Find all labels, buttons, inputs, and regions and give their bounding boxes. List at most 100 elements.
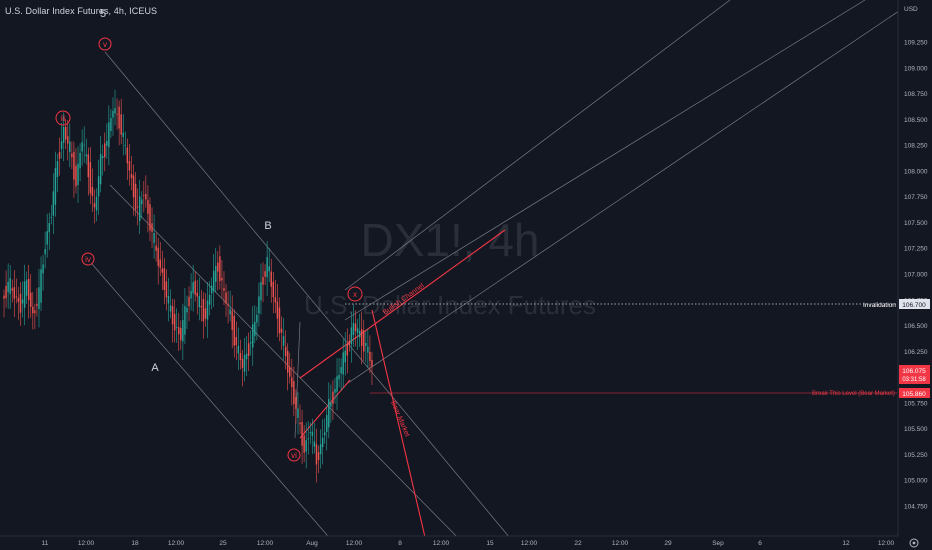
- candle-body: [346, 343, 349, 356]
- candle-body: [186, 307, 188, 313]
- time-tick-label: 12:00: [612, 540, 629, 547]
- candle-body: [328, 399, 330, 428]
- candle-body: [116, 113, 118, 115]
- candle-body: [25, 279, 28, 296]
- candle-body: [21, 299, 24, 304]
- wave-label-x: x: [353, 290, 357, 299]
- bear-market-line[interactable]: [371, 309, 429, 550]
- candle-body: [208, 294, 211, 305]
- candle-body: [280, 328, 283, 333]
- candle-body: [23, 281, 26, 308]
- candle-body: [77, 163, 79, 186]
- candle-body: [104, 143, 106, 158]
- candle-body: [46, 231, 48, 245]
- candle-body: [44, 249, 46, 255]
- candle-body: [258, 296, 260, 314]
- candle-body: [7, 281, 9, 292]
- candle-body: [223, 288, 225, 291]
- current-price-countdown: 03:31:58: [902, 377, 926, 383]
- candle-body: [369, 351, 371, 362]
- candle-body: [313, 441, 316, 447]
- wave-circle-iv: [81, 252, 95, 266]
- candle-body: [196, 292, 198, 297]
- time-tick-label: 25: [219, 540, 227, 547]
- candle-body: [48, 223, 50, 233]
- candle-body: [161, 268, 164, 273]
- settings-icon[interactable]: [909, 538, 919, 548]
- price-tick-label: 106.500: [904, 323, 928, 330]
- candle-body: [206, 300, 209, 320]
- candle-body: [30, 292, 32, 307]
- candle-body: [334, 388, 336, 393]
- candle-body: [67, 136, 69, 144]
- candle-body: [87, 154, 90, 178]
- candle-body: [136, 206, 139, 208]
- candle-body: [15, 296, 18, 298]
- candle-body: [188, 296, 190, 307]
- candle-body: [254, 321, 256, 337]
- time-tick-label: 29: [664, 540, 672, 547]
- candle-body: [157, 247, 159, 267]
- candle-body: [153, 232, 155, 243]
- price-tick-label: 105.500: [904, 426, 928, 433]
- candle-body: [336, 376, 338, 392]
- candle-body: [241, 358, 244, 368]
- candle-body: [56, 161, 59, 178]
- price-tick-label: 108.750: [904, 91, 928, 98]
- candle-body: [73, 151, 75, 180]
- candle-body: [52, 191, 55, 216]
- candle-body: [3, 295, 5, 299]
- candle-body: [363, 330, 365, 352]
- candle-body: [303, 435, 305, 453]
- candle-body: [118, 106, 120, 129]
- candle-body: [256, 314, 258, 323]
- candle-body: [178, 327, 180, 335]
- downtrend-channel-lower: [91, 263, 341, 550]
- price-tick-label: 108.500: [904, 117, 928, 124]
- candle-body: [71, 153, 73, 158]
- candle-body: [62, 126, 65, 143]
- currency-label: USD: [904, 6, 918, 13]
- candle-body: [215, 266, 217, 282]
- candle-body: [9, 278, 11, 294]
- bullish-channel-lower: [299, 379, 351, 439]
- wave-label-iv: iv: [85, 255, 91, 264]
- candle-body: [85, 154, 87, 157]
- candle-body: [235, 337, 238, 346]
- candle-body: [134, 183, 137, 210]
- candle-body: [114, 108, 116, 114]
- candle-body: [360, 329, 363, 346]
- price-tick-label: 109.250: [904, 40, 928, 47]
- candle-body: [151, 223, 153, 232]
- candle-body: [274, 297, 277, 303]
- time-tick-label: 12:00: [346, 540, 363, 547]
- candle-body: [291, 377, 293, 388]
- candle-body: [338, 374, 340, 380]
- candle-body: [350, 327, 353, 345]
- candle-body: [130, 173, 133, 179]
- price-axis-panel[interactable]: [898, 0, 932, 550]
- candle-body: [75, 165, 77, 187]
- candle-body: [19, 293, 22, 313]
- candle-body: [180, 328, 182, 341]
- time-axis-panel[interactable]: [0, 536, 898, 550]
- candle-body: [38, 287, 40, 309]
- candle-body: [60, 141, 63, 149]
- candle-body: [317, 452, 320, 461]
- candle-body: [326, 415, 328, 432]
- candle-body: [42, 264, 44, 274]
- candle-body: [11, 288, 13, 291]
- candle-body: [182, 320, 184, 342]
- candle-body: [272, 281, 275, 298]
- candle-body: [83, 144, 85, 146]
- candle-body: [212, 270, 215, 292]
- pitchfork-lower: [344, 0, 916, 386]
- candle-body: [169, 305, 172, 312]
- candle-body: [270, 271, 272, 287]
- candle-body: [149, 204, 151, 231]
- candle-body: [97, 176, 100, 197]
- candle-body: [260, 282, 262, 301]
- candle-body: [167, 296, 170, 304]
